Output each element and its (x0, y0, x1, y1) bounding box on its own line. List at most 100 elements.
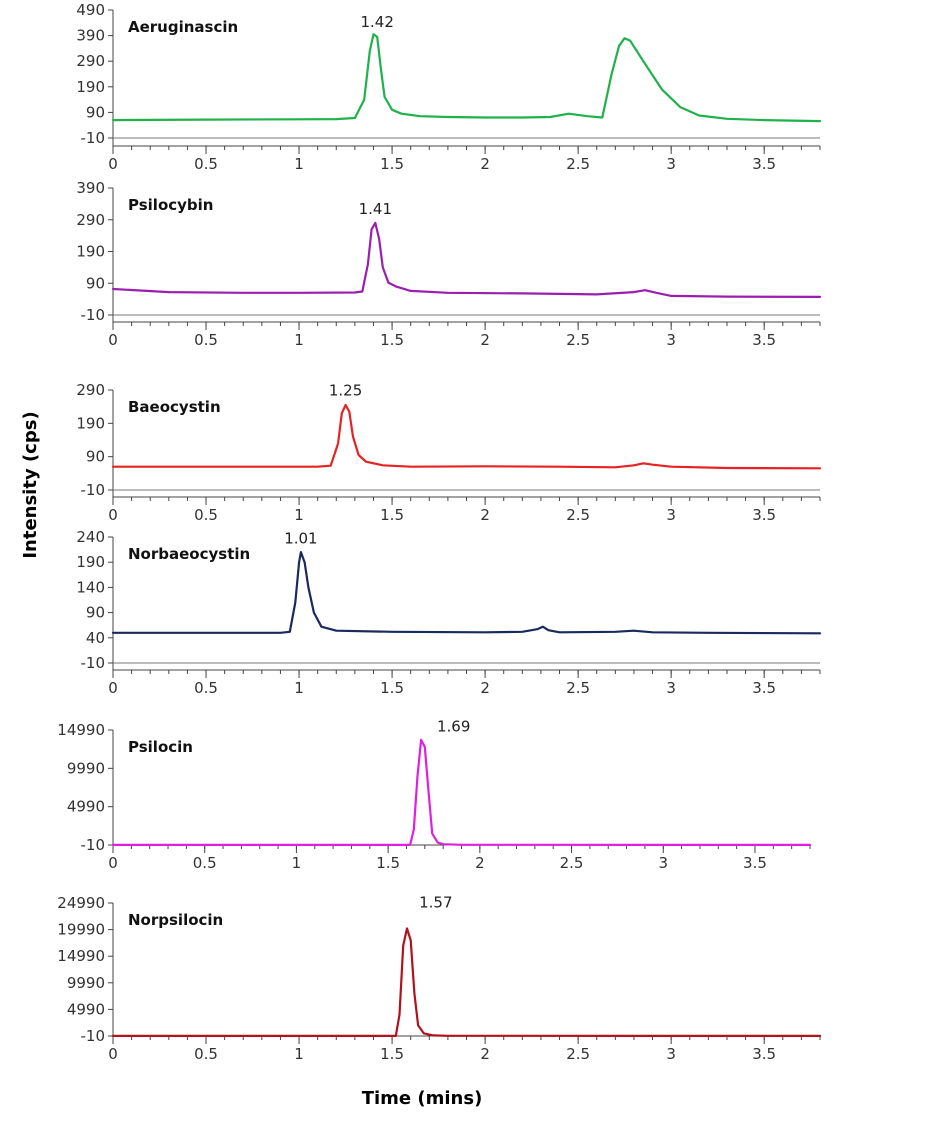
y-tick-label: 14990 (57, 721, 105, 739)
x-tick-label: 0.5 (194, 331, 218, 349)
panel-psilocybin: -10 90 190 290 390 0 0.5 1 1.5 2 2.5 3 3.5 Psilocybin… (76, 179, 822, 349)
x-tick-label: 2 (475, 854, 485, 872)
peak-label: 1.42 (360, 13, 393, 31)
x-tick-label: 0 (108, 854, 118, 872)
y-tick-label: 24990 (57, 894, 105, 912)
x-tick-label: 1.5 (380, 506, 404, 524)
x-tick-label: 1.5 (380, 331, 404, 349)
peak-label: 1.25 (329, 382, 362, 400)
x-tick-label: 2.5 (566, 331, 590, 349)
y-tick-label: 390 (76, 179, 105, 197)
panel-baeocystin: -10 90 190 290 0 0.5 1 1.5 2 2.5 3 3.5 Baeocystin 1.2… (76, 381, 822, 524)
panel-title: Psilocin (128, 738, 193, 756)
panel-title: Baeocystin (128, 398, 221, 416)
x-tick-label: 3 (658, 854, 668, 872)
panel-aeruginascin: -10 90 190 290 390 490 0 0.5 1 1.5 2 2.5 3 3.5 Aerugin… (76, 1, 822, 173)
y-tick-label: 190 (76, 78, 105, 96)
y-tick-label: -10 (81, 129, 106, 147)
x-tick-label: 1 (294, 1045, 304, 1063)
x-tick-label: 0.5 (194, 506, 218, 524)
x-tick-label: 3 (666, 155, 676, 173)
y-tick-label: -10 (81, 836, 106, 854)
x-tick-label: 0.5 (194, 1045, 218, 1063)
x-tick-label: 2.5 (566, 155, 590, 173)
x-tick-label: 1 (294, 506, 304, 524)
y-tick-label: 290 (76, 52, 105, 70)
y-tick-label: 390 (76, 27, 105, 45)
series-line (111, 927, 822, 1038)
x-tick-label: 2 (480, 331, 490, 349)
y-tick-label: 190 (76, 414, 105, 432)
panel-title: Norpsilocin (128, 911, 223, 929)
y-tick-label: 90 (86, 604, 105, 622)
y-tick-label: 290 (76, 381, 105, 399)
x-tick-label: 0.5 (194, 155, 218, 173)
y-tick-label: 9990 (67, 759, 105, 777)
x-tick-label: 3 (666, 331, 676, 349)
x-tick-label: 2 (480, 679, 490, 697)
y-tick-label: 19990 (57, 921, 105, 939)
series-line (111, 738, 812, 847)
x-tick-label: 1.5 (380, 1045, 404, 1063)
panel-norbaeocystin: -10 40 90 140 190 240 0 0.5 1 1.5 2 2.5 3 3.5 Norbaeoc… (76, 528, 822, 697)
y-tick-label: 40 (86, 629, 105, 647)
y-tick-label: 290 (76, 211, 105, 229)
x-tick-label: 2 (480, 155, 490, 173)
series-line (111, 221, 822, 298)
x-tick-label: 3.5 (752, 679, 776, 697)
x-tick-label: 2.5 (560, 854, 584, 872)
y-tick-label: 140 (76, 578, 105, 596)
x-axis-title: Time (mins) (362, 1088, 483, 1109)
x-tick-label: 2 (480, 506, 490, 524)
x-tick-label: 2 (480, 1045, 490, 1063)
x-tick-label: 3 (666, 679, 676, 697)
peak-label: 1.69 (437, 718, 470, 736)
x-tick-label: 3 (666, 1045, 676, 1063)
x-tick-label: 1.5 (380, 155, 404, 173)
x-tick-label: 0 (108, 679, 118, 697)
y-tick-label: 90 (86, 448, 105, 466)
peak-label: 1.01 (284, 530, 317, 548)
x-tick-label: 1.5 (380, 679, 404, 697)
y-tick-label: 14990 (57, 947, 105, 965)
x-tick-label: 3.5 (752, 506, 776, 524)
x-tick-label: 0.5 (194, 679, 218, 697)
peak-label: 1.57 (419, 894, 452, 912)
series-line (111, 403, 822, 470)
x-tick-label: 0 (108, 1045, 118, 1063)
y-axis-title: Intensity (cps) (20, 411, 41, 558)
x-tick-label: 0 (108, 331, 118, 349)
y-tick-label: 9990 (67, 974, 105, 992)
y-tick-label: 190 (76, 553, 105, 571)
x-tick-label: 0.5 (193, 854, 217, 872)
x-tick-label: 3 (666, 506, 676, 524)
y-tick-label: 190 (76, 243, 105, 261)
y-tick-label: -10 (81, 654, 106, 672)
x-tick-label: 1 (294, 331, 304, 349)
y-tick-label: -10 (81, 306, 106, 324)
series-line (111, 33, 822, 123)
y-tick-label: 490 (76, 1, 105, 19)
panel-title: Norbaeocystin (128, 545, 250, 563)
x-tick-label: 2.5 (566, 679, 590, 697)
x-tick-label: 3.5 (752, 1045, 776, 1063)
panel-psilocin: -10 4990 9990 14990 0 0.5 1 1.5 2 2.5 3 3.5 Psilocin… (57, 718, 812, 872)
y-tick-label: -10 (81, 481, 106, 499)
x-tick-label: 3.5 (752, 155, 776, 173)
panel-norpsilocin: -10 4990 9990 14990 19990 24990 0 0.5 1 1.5 2 2.5 3 3… (57, 894, 822, 1063)
y-tick-label: 90 (86, 274, 105, 292)
x-tick-label: 1.5 (376, 854, 400, 872)
series-line (111, 550, 822, 635)
panel-title: Aeruginascin (128, 18, 238, 36)
y-tick-label: 90 (86, 103, 105, 121)
x-tick-label: 1 (294, 155, 304, 173)
panel-title: Psilocybin (128, 196, 213, 214)
x-tick-label: 1 (292, 854, 302, 872)
x-tick-label: 2.5 (566, 506, 590, 524)
x-tick-label: 0 (108, 155, 118, 173)
x-tick-label: 2.5 (566, 1045, 590, 1063)
x-tick-label: 3.5 (743, 854, 767, 872)
x-tick-label: 3.5 (752, 331, 776, 349)
